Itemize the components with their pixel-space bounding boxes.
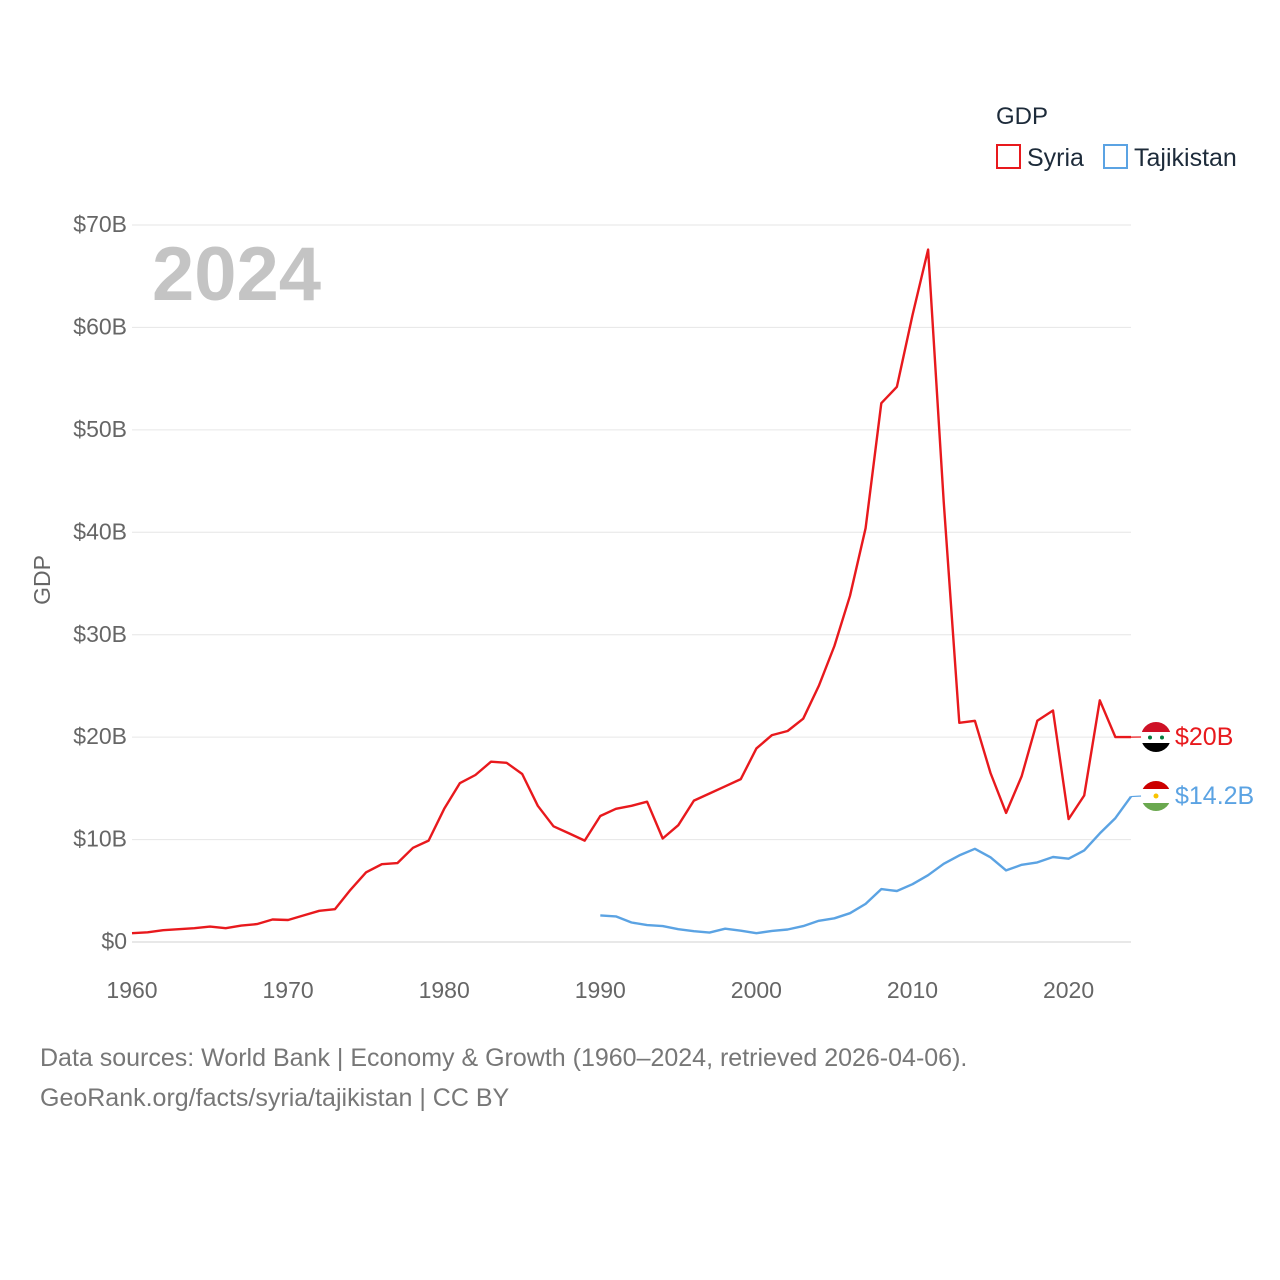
series-lines	[131, 248, 1132, 935]
x-axis-ticks: 1960 1970 1980 1990 2000 2010 2020	[106, 977, 1094, 1003]
x-tick-label: 2000	[731, 977, 782, 1003]
legend-label-tajikistan: Tajikistan	[1134, 144, 1237, 172]
y-tick-label: $40B	[73, 518, 127, 544]
legend-item-tajikistan[interactable]: Tajikistan	[1103, 144, 1237, 172]
end-label-syria: $20B	[1175, 723, 1233, 751]
legend-title: GDP	[996, 103, 1048, 130]
series-line-tajikistan	[600, 795, 1132, 935]
y-tick-label: $60B	[73, 314, 127, 340]
legend-swatch-tajikistan	[1103, 144, 1128, 169]
y-axis-label: GDP	[29, 555, 55, 605]
y-tick-label: $20B	[73, 723, 127, 749]
x-tick-label: 2020	[1043, 977, 1094, 1003]
tajikistan-flag-icon	[1141, 781, 1171, 811]
series-line-syria	[131, 248, 1131, 935]
end-label-leader	[1130, 795, 1143, 798]
y-tick-label: $0	[101, 928, 127, 954]
x-tick-label: 2010	[887, 977, 938, 1003]
legend-item-syria[interactable]: Syria	[996, 144, 1084, 172]
y-tick-label: $30B	[73, 621, 127, 647]
year-watermark: 2024	[152, 232, 321, 317]
y-tick-label: $50B	[73, 416, 127, 442]
legend-label-syria: Syria	[1027, 144, 1084, 172]
legend-swatch-syria	[996, 144, 1021, 169]
y-tick-label: $70B	[73, 211, 127, 237]
gdp-line-chart: $0$10B$20B$30B$40B$50B$60B$70B 1960 1970 1…	[29, 103, 1254, 1003]
syria-flag-icon	[1141, 722, 1171, 752]
source-url: GeoRank.org/facts/syria/tajikistan | CC …	[40, 1084, 510, 1112]
y-axis-ticks: $0 $10B $20B $30B $40B $50B $60B $70B	[73, 211, 127, 954]
y-tick-label: $10B	[73, 826, 127, 852]
end-label-tajikistan: $14.2B	[1175, 782, 1254, 810]
source-note: Data sources: World Bank | Economy & Gro…	[40, 1044, 968, 1072]
x-tick-label: 1970	[263, 977, 314, 1003]
legend: GDP Syria Tajikistan	[996, 103, 1237, 172]
x-tick-label: 1960	[106, 977, 157, 1003]
x-tick-label: 1990	[575, 977, 626, 1003]
gridlines	[132, 224, 1131, 943]
series-end-labels: $20B $14.2B	[1130, 723, 1254, 810]
x-tick-label: 1980	[419, 977, 470, 1003]
